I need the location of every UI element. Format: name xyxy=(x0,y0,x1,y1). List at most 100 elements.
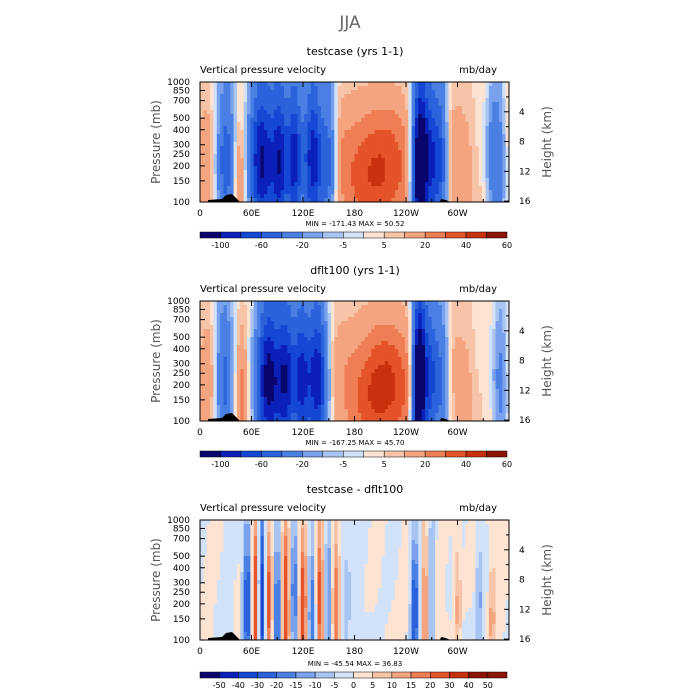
field-cell xyxy=(344,86,349,91)
field-cell xyxy=(243,194,248,199)
field-cell xyxy=(404,146,409,151)
field-cell xyxy=(425,373,429,378)
field-cell xyxy=(451,146,456,151)
field-cell xyxy=(482,357,487,362)
field-cell xyxy=(418,321,423,326)
field-cell xyxy=(344,365,349,370)
field-cell xyxy=(502,90,507,95)
field-cell xyxy=(203,166,208,171)
field-cell xyxy=(294,313,298,318)
field-cell xyxy=(260,333,265,338)
field-cell xyxy=(351,86,356,91)
field-cell xyxy=(236,134,241,139)
field-cell xyxy=(445,166,450,171)
field-cell xyxy=(438,162,443,167)
field-cell xyxy=(304,170,309,175)
field-cell xyxy=(468,102,473,107)
field-cell xyxy=(351,82,356,87)
field-cell xyxy=(498,114,503,119)
field-cell xyxy=(277,357,282,362)
field-cell xyxy=(394,194,399,199)
field-cell xyxy=(233,130,238,135)
field-cell xyxy=(310,198,315,202)
field-cell xyxy=(371,313,376,318)
field-cell xyxy=(435,118,440,123)
field-cell xyxy=(327,309,332,314)
field-cell xyxy=(337,182,342,187)
field-cell xyxy=(287,357,292,362)
field-cell xyxy=(438,385,443,390)
field-cell xyxy=(502,365,507,370)
field-cell xyxy=(287,134,292,139)
field-cell xyxy=(250,82,255,87)
field-cell xyxy=(428,94,433,99)
field-cell xyxy=(465,345,470,350)
field-cell xyxy=(270,377,275,382)
field-cell xyxy=(364,142,369,147)
field-cell xyxy=(260,182,265,187)
field-cell xyxy=(414,138,419,143)
field-cell xyxy=(451,82,456,87)
field-cell xyxy=(300,90,305,95)
field-cell xyxy=(441,313,446,318)
field-cell xyxy=(344,389,349,394)
field-cell xyxy=(448,389,453,394)
field-cell xyxy=(498,373,503,378)
field-cell xyxy=(200,174,204,179)
field-cell xyxy=(253,198,258,202)
field-cell xyxy=(304,301,309,306)
field-cell xyxy=(455,317,460,322)
field-cell xyxy=(394,309,399,314)
field-cell xyxy=(425,305,429,310)
field-cell xyxy=(330,118,335,123)
field-cell xyxy=(294,142,298,147)
field-cell xyxy=(290,381,295,386)
field-cell xyxy=(210,377,215,382)
field-cell xyxy=(381,118,386,123)
field-cell xyxy=(414,90,419,95)
field-cell xyxy=(428,82,433,87)
field-cell xyxy=(341,329,346,334)
field-cell xyxy=(455,142,460,147)
field-cell xyxy=(226,389,231,394)
field-cell xyxy=(243,186,248,191)
field-cell xyxy=(344,82,349,87)
field-cell xyxy=(314,333,319,338)
field-cell xyxy=(505,82,509,87)
field-cell xyxy=(337,178,342,183)
field-cell xyxy=(482,182,487,187)
field-cell xyxy=(502,158,507,163)
field-cell xyxy=(317,333,322,338)
field-cell xyxy=(364,126,369,131)
field-cell xyxy=(273,345,278,350)
field-cell xyxy=(482,369,487,374)
field-cell xyxy=(270,329,275,334)
field-cell xyxy=(310,150,315,155)
field-cell xyxy=(267,301,272,306)
field-cell xyxy=(213,337,218,342)
field-cell xyxy=(461,166,466,171)
field-cell xyxy=(344,174,349,179)
field-cell xyxy=(341,170,346,175)
field-cell xyxy=(421,146,426,151)
field-cell xyxy=(411,82,416,87)
field-cell xyxy=(260,329,265,334)
field-cell xyxy=(267,158,272,163)
field-cell xyxy=(270,162,275,167)
field-cell xyxy=(502,341,507,346)
field-cell xyxy=(421,313,426,318)
field-cell xyxy=(414,146,419,151)
field-cell xyxy=(243,182,248,187)
field-cell xyxy=(421,102,426,107)
field-cell xyxy=(472,341,477,346)
field-cell xyxy=(267,82,272,87)
field-cell xyxy=(482,321,487,326)
field-cell xyxy=(334,150,339,155)
field-cell xyxy=(465,182,470,187)
field-cell xyxy=(414,142,419,147)
field-cell xyxy=(421,333,426,338)
field-cell xyxy=(200,325,204,330)
field-cell xyxy=(374,150,379,155)
field-cell xyxy=(492,154,497,159)
field-cell xyxy=(334,329,339,334)
